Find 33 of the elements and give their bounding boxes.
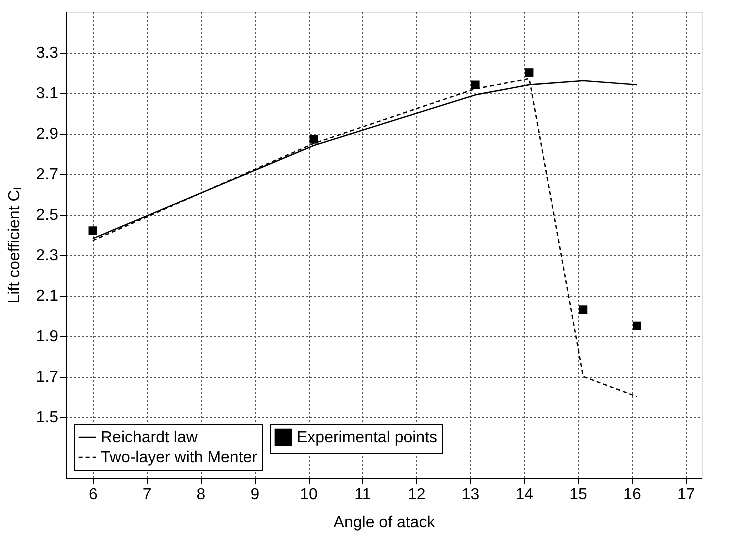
x-tick-label: 17 <box>677 486 696 504</box>
x-tick-label: 14 <box>516 486 534 504</box>
point <box>88 226 98 235</box>
legend-label: Reichardt law <box>101 430 198 446</box>
x-tick-label: 6 <box>88 486 98 504</box>
x-tick-label: 12 <box>408 486 426 504</box>
point <box>310 135 318 144</box>
point <box>525 68 534 77</box>
point <box>471 80 480 90</box>
x-tick-label: 7 <box>142 486 152 504</box>
x-tick-label: 16 <box>624 486 642 504</box>
x-tick-label: 15 <box>570 486 588 504</box>
y-axis-title: Lift coefficient Cₗ <box>6 187 24 304</box>
y-tick-label: 3.1 <box>36 86 59 103</box>
x-tick-label: 8 <box>196 486 206 504</box>
y-tick-label: 2.9 <box>36 126 59 144</box>
x-tick-label: 10 <box>300 486 318 504</box>
y-tick-label: 1.5 <box>36 410 59 427</box>
legend-label: Experimental points <box>297 430 438 446</box>
x-tick-label: 9 <box>250 486 260 504</box>
point <box>633 322 642 330</box>
legend-label: Two-layer with Menter <box>101 450 258 466</box>
y-tick-label: 1.9 <box>36 328 59 346</box>
x-tick-label: 13 <box>462 486 480 504</box>
y-tick-label: 2.3 <box>36 248 59 265</box>
x-tick-label: 11 <box>354 486 372 504</box>
y-tick-label: 2.7 <box>36 166 59 184</box>
point <box>579 306 588 314</box>
y-tick-label: 3.3 <box>36 45 59 62</box>
x-axis-title: Angle of atack <box>334 514 436 532</box>
y-tick-label: 2.5 <box>36 207 59 224</box>
y-tick-label: 1.7 <box>36 369 59 386</box>
y-tick-label: 2.1 <box>36 288 59 306</box>
